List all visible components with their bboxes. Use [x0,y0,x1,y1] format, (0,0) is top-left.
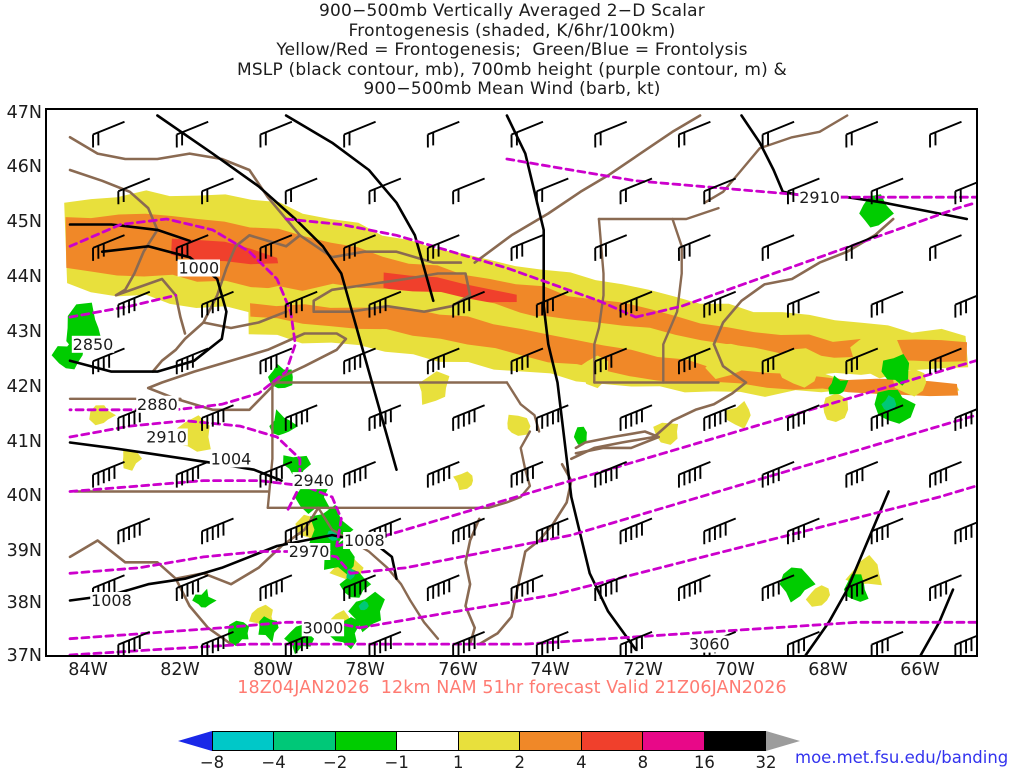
colorbar-cell-1 [273,731,334,751]
colorbar-tick-3: −1 [384,753,408,772]
colorbar-tick-4: 1 [453,753,464,772]
colorbar-cell-8 [704,731,766,751]
xtick-74W: 74W [530,660,570,680]
height-label-5: 2970 [289,542,330,561]
ytick-44N: 44N [0,267,42,287]
ytick-41N: 41N [0,432,42,452]
colorbar-tick-2: −2 [323,753,347,772]
map-canvas: 1000 1004 1008 1008 2850 2880 2910 2910 2940 2970… [47,110,976,655]
title-line-5: 900−500mb Mean Wind (barb, kt) [0,80,1024,100]
ytick-45N: 45N [0,212,42,232]
xtick-78W: 78W [345,660,385,680]
colorbar-tick-1: −4 [261,753,285,772]
colorbar-low-arrow [178,731,212,751]
ytick-42N: 42N [0,377,42,397]
colorbar-tick-5: 2 [515,753,526,772]
colorbar-cell-0 [212,731,273,751]
colorbar-cell-5 [519,731,580,751]
title-line-1: 900−500mb Vertically Averaged 2−D Scalar [0,2,1024,22]
ytick-47N: 47N [0,103,42,123]
ytick-40N: 40N [0,486,42,506]
title-line-4: MSLP (black contour, mb), 700mb height (… [0,61,1024,81]
xtick-68W: 68W [808,660,848,680]
title-line-2: Frontogenesis (shaded, K/6hr/100km) [0,22,1024,42]
title-line-3: Yellow/Red = Frontogenesis; Green/Blue =… [0,41,1024,61]
height-label-1: 2880 [137,395,178,414]
height-label-3: 2910 [799,188,840,207]
colorbar-cell-7 [642,731,703,751]
height-label-0: 2850 [73,335,114,354]
xtick-76W: 76W [438,660,478,680]
mslp-label-2: 1008 [344,531,385,550]
colorbar-cell-2 [335,731,396,751]
colorbar-tick-9: 32 [756,753,777,772]
chart-title-block: 900−500mb Vertically Averaged 2−D Scalar… [0,2,1024,100]
ytick-39N: 39N [0,541,42,561]
height-label-7: 3060 [689,635,730,654]
forecast-caption: 18Z04JAN2026 12km NAM 51hr forecast Vali… [0,678,1024,698]
colorbar-cells[interactable] [212,731,766,751]
colorbar-tick-0: −8 [200,753,224,772]
colorbar-tick-7: 8 [638,753,649,772]
mslp-label-0: 1000 [178,259,219,278]
ytick-38N: 38N [0,593,42,613]
colorbar-tick-6: 4 [576,753,587,772]
colorbar-cell-6 [581,731,642,751]
ytick-37N: 37N [0,646,42,666]
mslp-label-1: 1004 [211,449,252,468]
height-label-2: 2910 [146,428,187,447]
mslp-label-3: 1008 [91,591,132,610]
colorbar-cell-4 [458,731,519,751]
height-label-4: 2940 [293,471,334,490]
xtick-70W: 70W [715,660,755,680]
watermark-link[interactable]: moe.met.fsu.edu/banding [795,748,1008,767]
xtick-80W: 80W [253,660,293,680]
colorbar-cell-3 [396,731,457,751]
map-plot-area[interactable]: 1000 1004 1008 1008 2850 2880 2910 2910 2940 2970… [45,108,978,657]
ytick-43N: 43N [0,322,42,342]
height-label-6: 3000 [303,618,344,637]
xtick-72W: 72W [623,660,663,680]
xtick-82W: 82W [160,660,200,680]
xtick-66W: 66W [900,660,940,680]
ytick-46N: 46N [0,157,42,177]
xtick-84W: 84W [68,660,108,680]
colorbar-tick-8: 16 [694,753,715,772]
